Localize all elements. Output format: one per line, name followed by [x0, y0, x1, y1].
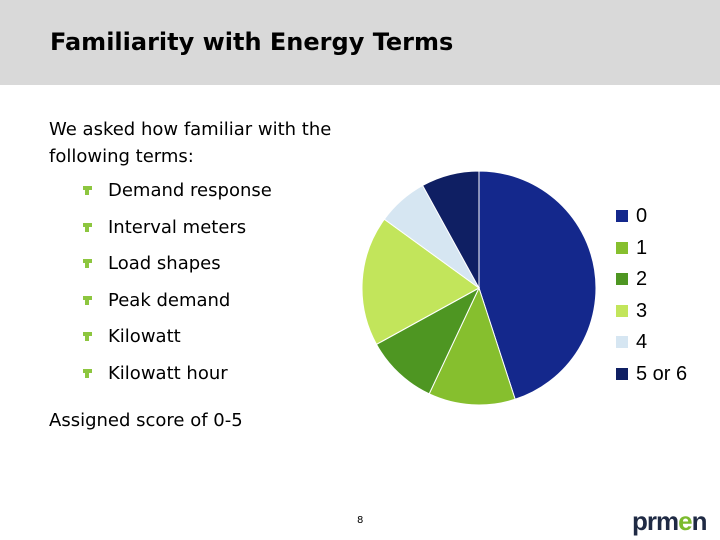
pie-slice-3 — [361, 218, 480, 346]
legend-swatch — [616, 367, 628, 380]
logo-text-end: n — [691, 506, 708, 536]
legend-item: 2 — [616, 265, 687, 297]
legend-item: 1 — [616, 234, 687, 266]
fleuron-icon — [83, 332, 92, 341]
fleuron-icon — [83, 259, 92, 268]
pie-slice-1 — [428, 286, 516, 406]
score-note: Assigned score of 0-5 — [49, 410, 243, 431]
legend-swatch — [616, 241, 628, 254]
legend-item: 4 — [616, 328, 687, 360]
legend-swatch — [616, 336, 628, 349]
bullet-item: Kilowatt — [82, 323, 272, 360]
legend-item: 3 — [616, 297, 687, 329]
legend-swatch — [616, 304, 628, 317]
legend-label: 1 — [636, 236, 648, 259]
bullet-text: Peak demand — [108, 289, 231, 311]
legend-swatch — [616, 210, 628, 222]
bullet-text: Load shapes — [108, 253, 221, 274]
bullet-item: Kilowatt hour — [82, 360, 272, 397]
legend-label: 3 — [636, 299, 648, 322]
pie-slices — [361, 170, 597, 406]
chart-legend: 0 1 2 3 4 5 or 6 — [616, 202, 687, 392]
bullet-item: Demand response — [82, 177, 272, 214]
pie-slice-2 — [375, 286, 481, 395]
bullet-text: Kilowatt hour — [108, 362, 228, 384]
pie-slice-5-or-6 — [421, 170, 480, 289]
logo-text-accent: e — [678, 506, 693, 536]
legend-item: 0 — [616, 202, 687, 234]
logo-text-start: prm — [632, 506, 679, 536]
fleuron-icon — [83, 222, 92, 232]
slide-title: Familiarity with Energy Terms — [50, 28, 454, 56]
bullet-text: Kilowatt — [108, 326, 181, 347]
legend-label: 4 — [636, 331, 648, 354]
intro-text: We asked how familiar with the following… — [49, 119, 332, 167]
legend-label: 0 — [636, 205, 648, 227]
legend-label: 5 or 6 — [636, 362, 688, 385]
bullet-item: Interval meters — [82, 214, 272, 251]
bullet-item: Load shapes — [82, 250, 272, 287]
legend-item: 5 or 6 — [616, 360, 687, 392]
fleuron-icon — [83, 186, 92, 195]
term-list: Demand response Interval meters Load shape… — [82, 177, 272, 396]
bullet-text: Interval meters — [108, 216, 247, 238]
pie-slice-0 — [478, 170, 597, 400]
fleuron-icon — [83, 295, 92, 305]
title-bar — [0, 0, 720, 85]
prmen-logo: prmen — [632, 506, 708, 536]
legend-label: 2 — [636, 268, 648, 291]
bullet-item: Peak demand — [82, 287, 272, 324]
fleuron-icon — [83, 368, 92, 378]
bullet-text: Demand response — [108, 180, 272, 201]
page-number: 8 — [357, 515, 364, 526]
legend-swatch — [616, 273, 628, 286]
